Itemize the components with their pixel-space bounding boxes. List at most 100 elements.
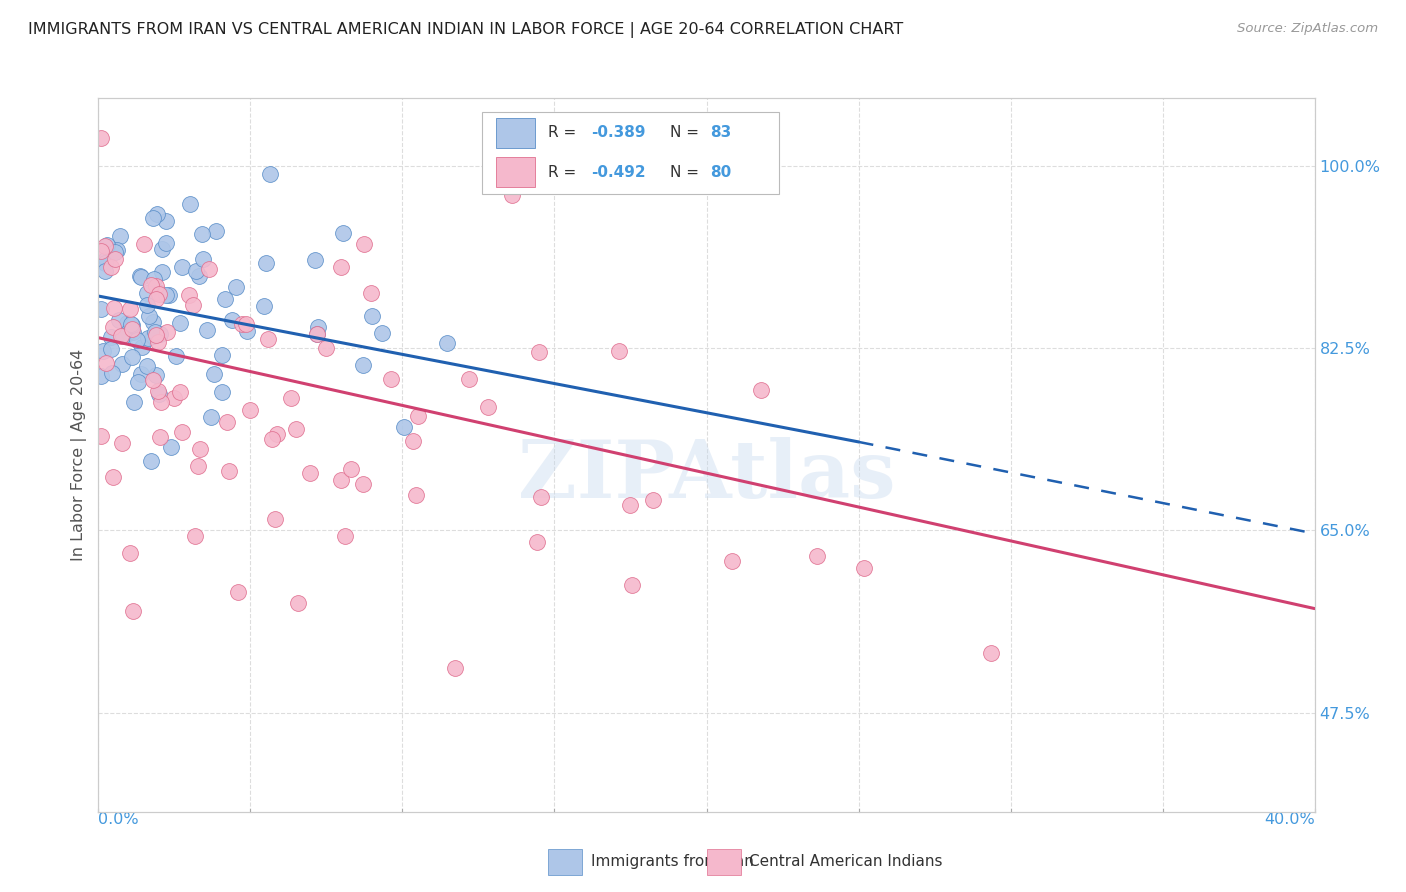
Point xyxy=(405,488,427,502)
Point xyxy=(136,298,159,312)
Point xyxy=(145,207,167,221)
Point xyxy=(93,264,115,278)
FancyBboxPatch shape xyxy=(548,849,582,874)
FancyBboxPatch shape xyxy=(481,112,779,194)
Text: Central American Indians: Central American Indians xyxy=(749,855,942,869)
Text: 80: 80 xyxy=(710,165,731,180)
Point xyxy=(221,312,243,326)
Point xyxy=(100,330,122,344)
Point xyxy=(145,278,167,293)
Point xyxy=(122,395,145,409)
Point xyxy=(259,167,281,181)
Point xyxy=(145,292,167,306)
Text: N =: N = xyxy=(671,165,704,180)
Point xyxy=(120,317,142,331)
Point xyxy=(457,372,479,386)
Point xyxy=(260,432,283,446)
Point xyxy=(307,327,329,342)
Point xyxy=(121,351,143,365)
Point xyxy=(225,279,247,293)
Point xyxy=(607,344,630,359)
Point xyxy=(150,265,173,279)
Text: R =: R = xyxy=(548,165,582,180)
Point xyxy=(110,229,132,244)
Point xyxy=(121,318,143,333)
Point xyxy=(138,331,160,345)
Point xyxy=(214,292,236,306)
Point xyxy=(143,272,166,286)
Point xyxy=(749,383,772,397)
Point xyxy=(139,277,162,292)
Point xyxy=(165,349,187,363)
Point xyxy=(218,464,240,478)
Point xyxy=(353,237,375,252)
Point xyxy=(179,197,201,211)
Point xyxy=(94,356,117,370)
FancyBboxPatch shape xyxy=(707,849,741,874)
Point xyxy=(264,512,287,526)
Point xyxy=(235,317,257,331)
Point xyxy=(101,366,124,380)
Point xyxy=(329,474,352,488)
Point xyxy=(239,403,262,417)
Point xyxy=(155,214,177,228)
Point xyxy=(333,528,356,542)
Point xyxy=(157,288,180,302)
Point xyxy=(193,252,215,267)
Point xyxy=(149,430,172,444)
Y-axis label: In Labor Force | Age 20-64: In Labor Force | Age 20-64 xyxy=(72,349,87,561)
Point xyxy=(184,264,207,278)
Point xyxy=(304,252,326,267)
Point xyxy=(129,269,152,284)
Point xyxy=(530,490,553,504)
Point xyxy=(211,348,233,362)
Point xyxy=(980,646,1002,660)
Text: Source: ZipAtlas.com: Source: ZipAtlas.com xyxy=(1237,22,1378,36)
Text: -0.389: -0.389 xyxy=(591,126,645,140)
Text: R =: R = xyxy=(548,126,582,140)
Point xyxy=(198,261,221,276)
Point xyxy=(436,335,458,350)
Point xyxy=(170,425,193,439)
Point xyxy=(204,224,226,238)
Point xyxy=(408,409,430,423)
Point xyxy=(332,226,354,240)
Point xyxy=(129,367,152,381)
FancyBboxPatch shape xyxy=(496,118,536,148)
Point xyxy=(280,391,302,405)
Point xyxy=(226,584,249,599)
Point xyxy=(146,384,169,398)
Point xyxy=(181,298,204,312)
Point xyxy=(148,286,170,301)
Point xyxy=(90,429,112,443)
Point xyxy=(305,327,328,342)
Point xyxy=(93,343,115,358)
Point xyxy=(121,326,143,340)
Point xyxy=(100,342,122,356)
Text: N =: N = xyxy=(671,126,704,140)
Point xyxy=(202,368,225,382)
Point xyxy=(90,369,112,384)
Point xyxy=(169,316,191,330)
Point xyxy=(231,317,253,331)
Point xyxy=(94,252,117,266)
Point xyxy=(236,324,259,338)
Point xyxy=(352,359,374,373)
Point xyxy=(145,327,167,342)
Point xyxy=(131,340,153,354)
Point xyxy=(90,131,112,145)
Point xyxy=(103,301,125,315)
Point xyxy=(121,321,143,335)
Point xyxy=(104,252,127,266)
Point xyxy=(191,227,214,241)
Point xyxy=(104,245,127,260)
Point xyxy=(96,237,118,252)
Point xyxy=(160,440,183,454)
Text: ZIPAtlas: ZIPAtlas xyxy=(517,437,896,516)
Point xyxy=(117,325,139,339)
Point xyxy=(187,459,209,474)
Point xyxy=(253,299,276,313)
Point xyxy=(200,409,222,424)
Point xyxy=(619,499,641,513)
Point xyxy=(298,466,321,480)
